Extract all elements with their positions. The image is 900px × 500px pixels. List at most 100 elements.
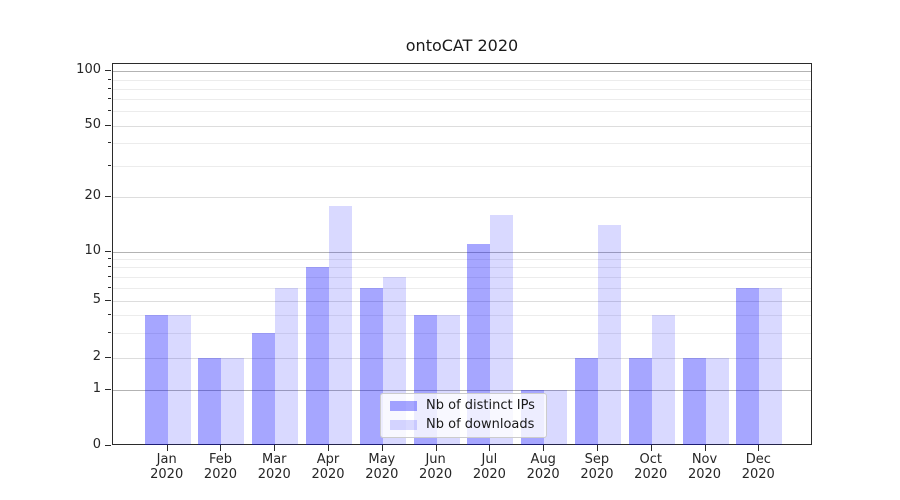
x-tick-label: Sep 2020	[580, 452, 614, 482]
gridline-9	[113, 259, 811, 261]
gridline-4	[113, 314, 811, 316]
bar-distinct-ips-dec	[736, 287, 760, 445]
x-tick-aug	[543, 445, 545, 451]
y-minor-tick-60	[108, 110, 111, 112]
y-tick-label: 5	[92, 291, 101, 307]
y-minor-tick-3	[108, 331, 111, 333]
y-minor-tick-80	[108, 87, 111, 89]
bar-distinct-ips-jan	[144, 314, 168, 445]
bar-downloads-dec	[759, 287, 783, 445]
legend-item-label: Nb of downloads	[426, 417, 535, 432]
gridline-60	[113, 111, 811, 113]
x-tick-sep	[596, 445, 598, 451]
x-tick-jan	[166, 445, 168, 451]
bar-distinct-ips-sep	[574, 358, 598, 445]
x-tick-apr	[328, 445, 330, 451]
bar-downloads-oct	[651, 314, 675, 445]
gridline-90	[113, 79, 811, 81]
bar-distinct-ips-oct	[628, 358, 652, 445]
x-tick-label: Jun 2020	[419, 452, 453, 482]
y-tick-10	[105, 250, 111, 252]
x-tick-label: Jan 2020	[150, 452, 184, 482]
x-tick-label: Nov 2020	[687, 452, 722, 482]
gridline-50	[113, 125, 811, 127]
chart-title: ontoCAT 2020	[405, 36, 519, 55]
gridline-100	[113, 71, 811, 73]
plot-area	[112, 63, 812, 445]
gridline-40	[113, 143, 811, 145]
y-minor-tick-8	[108, 266, 111, 268]
legend-swatch-icon	[390, 401, 417, 411]
y-minor-tick-4	[108, 313, 111, 315]
bar-downloads-nov	[705, 358, 729, 445]
y-minor-tick-40	[108, 142, 111, 144]
x-tick-oct	[650, 445, 652, 451]
x-tick-label: Jul 2020	[472, 452, 506, 482]
x-tick-label: Oct 2020	[634, 452, 668, 482]
bar-downloads-jan	[167, 314, 191, 445]
x-tick-dec	[758, 445, 760, 451]
y-minor-tick-6	[108, 286, 111, 288]
x-tick-label: Dec 2020	[741, 452, 775, 482]
bar-downloads-feb	[221, 358, 245, 445]
bar-distinct-ips-apr	[306, 267, 330, 445]
y-tick-label: 1	[92, 381, 101, 397]
gridline-8	[113, 267, 811, 269]
legend-item: Nb of downloads	[390, 418, 537, 432]
gridline-10	[113, 251, 811, 253]
gridline-1	[113, 390, 811, 392]
x-tick-label: May 2020	[365, 452, 399, 482]
gridline-7	[113, 276, 811, 278]
bar-downloads-sep	[597, 225, 621, 445]
y-tick-20	[105, 196, 111, 198]
gridline-70	[113, 99, 811, 101]
x-tick-feb	[220, 445, 222, 451]
y-tick-100	[105, 70, 111, 72]
y-tick-label: 0	[92, 437, 101, 452]
y-tick-label: 50	[84, 116, 101, 132]
x-tick-jun	[435, 445, 437, 451]
y-tick-label: 2	[92, 349, 101, 365]
y-minor-tick-7	[108, 275, 111, 277]
x-tick-label: Apr 2020	[311, 452, 345, 482]
gridline-30	[113, 165, 811, 167]
y-tick-1	[105, 389, 111, 391]
x-tick-may	[381, 445, 383, 451]
y-tick-50	[105, 124, 111, 126]
x-tick-jul	[489, 445, 491, 451]
y-tick-0	[105, 445, 111, 446]
gridline-2	[113, 358, 811, 360]
bar-distinct-ips-nov	[682, 358, 706, 445]
y-minor-tick-9	[108, 258, 111, 260]
bar-downloads-mar	[275, 287, 299, 445]
y-minor-tick-90	[108, 78, 111, 80]
y-tick-label: 100	[76, 62, 101, 78]
bar-distinct-ips-mar	[252, 332, 276, 445]
bar-distinct-ips-feb	[198, 358, 222, 445]
y-minor-tick-30	[108, 164, 111, 166]
y-minor-tick-70	[108, 98, 111, 100]
x-tick-label: Feb 2020	[203, 452, 238, 482]
gridline-80	[113, 88, 811, 90]
x-tick-label: Aug 2020	[526, 452, 560, 482]
gridline-5	[113, 300, 811, 302]
gridline-6	[113, 287, 811, 289]
x-tick-nov	[704, 445, 706, 451]
bar-downloads-aug	[544, 390, 568, 445]
x-tick-label: Mar 2020	[257, 452, 291, 482]
y-tick-label: 20	[84, 188, 101, 204]
gridline-20	[113, 197, 811, 199]
y-tick-label: 10	[84, 242, 101, 258]
gridline-3	[113, 332, 811, 334]
legend-item: Nb of distinct IPs	[390, 399, 537, 413]
bar-downloads-apr	[329, 205, 353, 445]
bar-distinct-ips-may	[359, 287, 383, 445]
x-tick-mar	[274, 445, 276, 451]
y-tick-2	[105, 357, 111, 359]
legend-item-label: Nb of distinct IPs	[426, 398, 535, 413]
y-tick-5	[105, 299, 111, 301]
bar-downloads-jul	[490, 214, 514, 445]
legend: Nb of distinct IPs Nb of downloads	[380, 393, 547, 438]
legend-swatch-icon	[390, 420, 417, 430]
